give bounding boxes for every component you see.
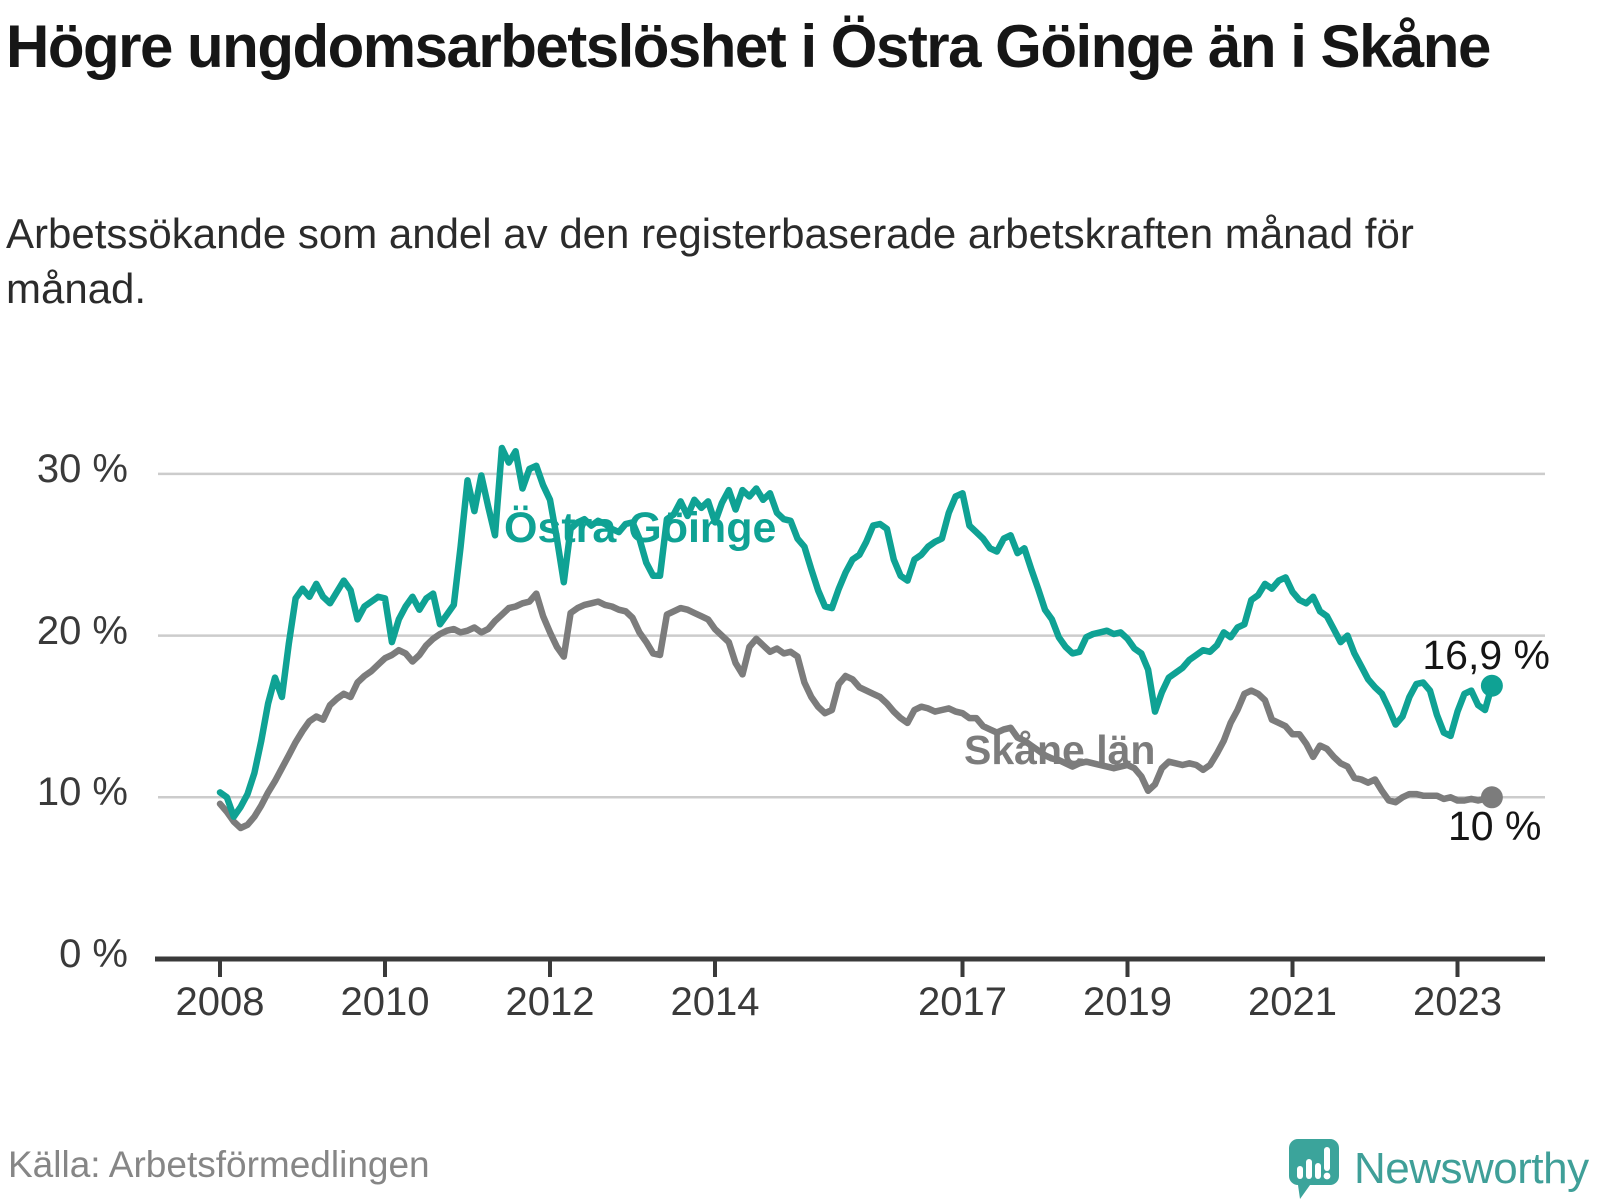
newsworthy-logo: Newsworthy — [1288, 1138, 1589, 1200]
end-dot--stra-g-inge — [1480, 674, 1503, 697]
end-value-label-ostra-goinge: 16,9 % — [1422, 632, 1550, 678]
speech-bubble-shape — [1289, 1139, 1339, 1199]
data-line-sk-ne-l-n — [216, 590, 1496, 832]
x-axis-label-2023: 2023 — [1413, 980, 1502, 1024]
source-note: Källa: Arbetsförmedlingen — [8, 1144, 430, 1185]
chart-subtitle: Arbetssökande som andel av den registerb… — [6, 210, 1414, 313]
y-axis-label-10: 10 % — [36, 770, 128, 815]
newsworthy-logo-icon — [1289, 1139, 1339, 1199]
x-axis-label-2008: 2008 — [175, 980, 265, 1024]
y-axis-label-30: 30 % — [36, 446, 128, 491]
x-axis-label-2019: 2019 — [1083, 980, 1172, 1024]
x-axis-label-2017: 2017 — [918, 980, 1007, 1024]
series-label-ostra-goinge: Östra Göinge — [504, 504, 777, 552]
x-axis-label-2021: 2021 — [1248, 980, 1337, 1024]
y-axis-label-0: 0 % — [59, 932, 128, 976]
series-label-skane-lan: Skåne län — [964, 727, 1156, 773]
newsworthy-wordmark: Newsworthy — [1354, 1144, 1589, 1193]
x-axis-label-2014: 2014 — [670, 980, 760, 1024]
y-axis-label-20: 20 % — [36, 608, 128, 653]
data-line--stra-g-inge — [216, 444, 1496, 820]
x-axis-label-2010: 2010 — [340, 980, 430, 1024]
end-dot-sk-ne-l-n — [1480, 786, 1503, 809]
page-title: Högre ungdomsarbetslöshet i Östra Göinge… — [6, 13, 1491, 80]
x-axis-label-2012: 2012 — [505, 980, 595, 1024]
end-value-label-skane-lan: 10 % — [1448, 803, 1542, 849]
